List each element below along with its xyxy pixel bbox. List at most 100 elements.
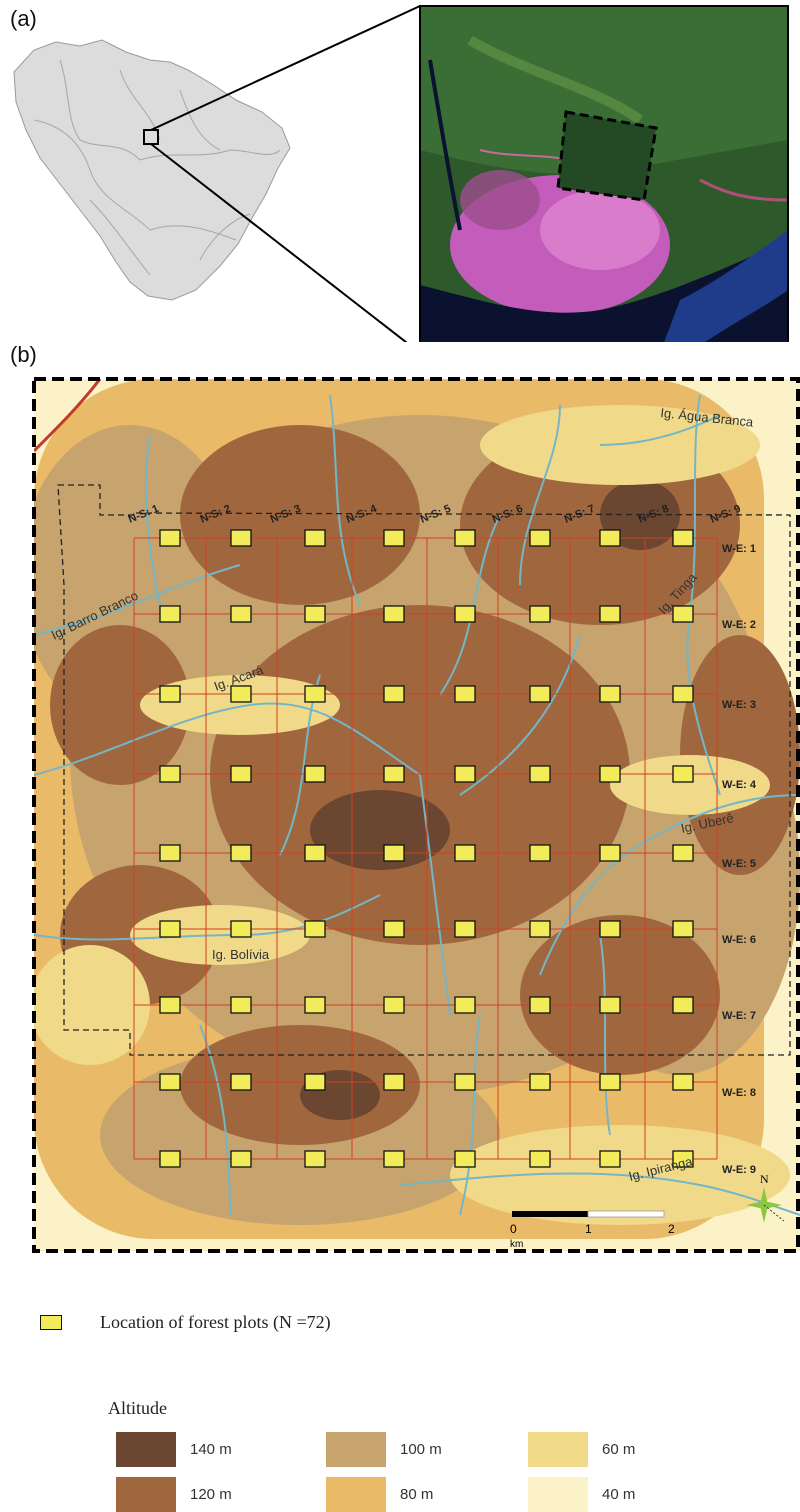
forest-plot: [454, 920, 476, 938]
forest-plot: [529, 920, 551, 938]
forest-plot: [159, 605, 181, 623]
we-transect-label: W-E: 9: [722, 1164, 756, 1176]
scale-unit: km: [510, 1239, 523, 1250]
altitude-legend-item: 120 m: [116, 1477, 232, 1512]
scale-tick-0: 0: [510, 1222, 517, 1236]
connector-line: [150, 5, 421, 131]
altitude-label-120: 120 m: [190, 1486, 232, 1503]
we-transect-label: W-E: 4: [722, 779, 757, 791]
forest-plot: [304, 605, 326, 623]
forest-plot: [304, 685, 326, 703]
forest-plot: [529, 765, 551, 783]
forest-plot: [159, 996, 181, 1014]
forest-plot: [454, 844, 476, 862]
forest-plot: [672, 685, 694, 703]
panel-label-a: (a): [10, 6, 37, 31]
south-america-outline: [13, 39, 291, 301]
panel-label-b: (b): [10, 342, 37, 367]
forest-plot: [599, 529, 621, 547]
forest-plot: [454, 529, 476, 547]
north-arrow-icon: N: [746, 1172, 785, 1223]
forest-plot: [529, 605, 551, 623]
forest-plot: [672, 605, 694, 623]
altitude-legend-item: 60 m: [528, 1432, 635, 1467]
forest-plot: [672, 765, 694, 783]
forest-plot: [159, 685, 181, 703]
forest-plot: [454, 605, 476, 623]
forest-plot: [159, 844, 181, 862]
forest-plot: [304, 1150, 326, 1168]
road: [34, 379, 102, 453]
forest-plot: [159, 1073, 181, 1091]
forest-plot: [159, 765, 181, 783]
forest-plot: [454, 996, 476, 1014]
forest-plot: [454, 685, 476, 703]
altitude-swatch-140: [116, 1432, 176, 1467]
we-transect-label: W-E: 6: [722, 934, 756, 946]
north-label: N: [760, 1172, 769, 1186]
plot-legend-label: Location of forest plots (N =72): [100, 1312, 331, 1332]
forest-plot: [599, 685, 621, 703]
forest-plot: [230, 996, 252, 1014]
connector-line: [150, 143, 408, 342]
altitude-label-40: 40 m: [602, 1486, 636, 1503]
map-frame: [32, 377, 800, 1253]
forest-plot: [529, 844, 551, 862]
forest-plot: [230, 685, 252, 703]
overview-map: [13, 5, 789, 342]
forest-plot: [304, 844, 326, 862]
forest-plot: [159, 529, 181, 547]
forest-plot: [304, 996, 326, 1014]
we-transect-label: W-E: 2: [722, 619, 756, 631]
forest-plot: [383, 765, 405, 783]
forest-plot: [383, 685, 405, 703]
forest-plot: [383, 529, 405, 547]
altitude-legend-item: 100 m: [326, 1432, 442, 1467]
study-area-map: N-S: 1 N-S: 2 N-S: 3 N-S: 4 N-S: 5 N-S: 6 N-S:…: [32, 377, 800, 1253]
we-transect-label: W-E: 3: [722, 699, 756, 711]
forest-plot: [529, 1073, 551, 1091]
scale-tick-2: 2: [668, 1222, 675, 1236]
forest-plot: [529, 996, 551, 1014]
forest-plot: [599, 1150, 621, 1168]
forest-plot: [230, 529, 252, 547]
plot-legend: Location of forest plots (N =72): [40, 1312, 331, 1333]
plot-legend-swatch: [40, 1315, 62, 1330]
altitude-label-140: 140 m: [190, 1441, 232, 1458]
forest-plot: [304, 529, 326, 547]
altitude-legend-title: Altitude: [108, 1398, 167, 1418]
satellite-inset: [419, 5, 789, 342]
forest-plot: [383, 1073, 405, 1091]
forest-plot: [672, 844, 694, 862]
we-transect-label: W-E: 5: [722, 858, 756, 870]
forest-plot: [230, 1150, 252, 1168]
scale-tick-1: 1: [585, 1222, 592, 1236]
stream-label-bolivia: Ig. Bolívia: [212, 947, 270, 962]
forest-plot: [599, 605, 621, 623]
altitude-legend-item: 80 m: [326, 1477, 433, 1512]
forest-plot: [383, 844, 405, 862]
scale-bar: 0 1 2 km: [510, 1210, 675, 1250]
forest-plot: [599, 996, 621, 1014]
reserve-boundary: [57, 484, 791, 1056]
forest-plot: [672, 996, 694, 1014]
forest-plot: [599, 920, 621, 938]
forest-plot: [529, 685, 551, 703]
altitude-label-80: 80 m: [400, 1486, 434, 1503]
forest-plot: [672, 1073, 694, 1091]
altitude-swatch-120: [116, 1477, 176, 1512]
forest-plot: [230, 765, 252, 783]
forest-plot: [454, 765, 476, 783]
we-transect-label: W-E: 8: [722, 1087, 756, 1099]
altitude-swatch-80: [326, 1477, 386, 1512]
forest-plot: [672, 1150, 694, 1168]
forest-plot: [672, 529, 694, 547]
altitude-swatch-100: [326, 1432, 386, 1467]
forest-plot: [304, 765, 326, 783]
forest-plot: [230, 844, 252, 862]
forest-plot: [383, 605, 405, 623]
forest-plot: [383, 996, 405, 1014]
forest-plot: [383, 1150, 405, 1168]
altitude-legend-item: 140 m: [116, 1432, 232, 1467]
forest-plot: [599, 765, 621, 783]
